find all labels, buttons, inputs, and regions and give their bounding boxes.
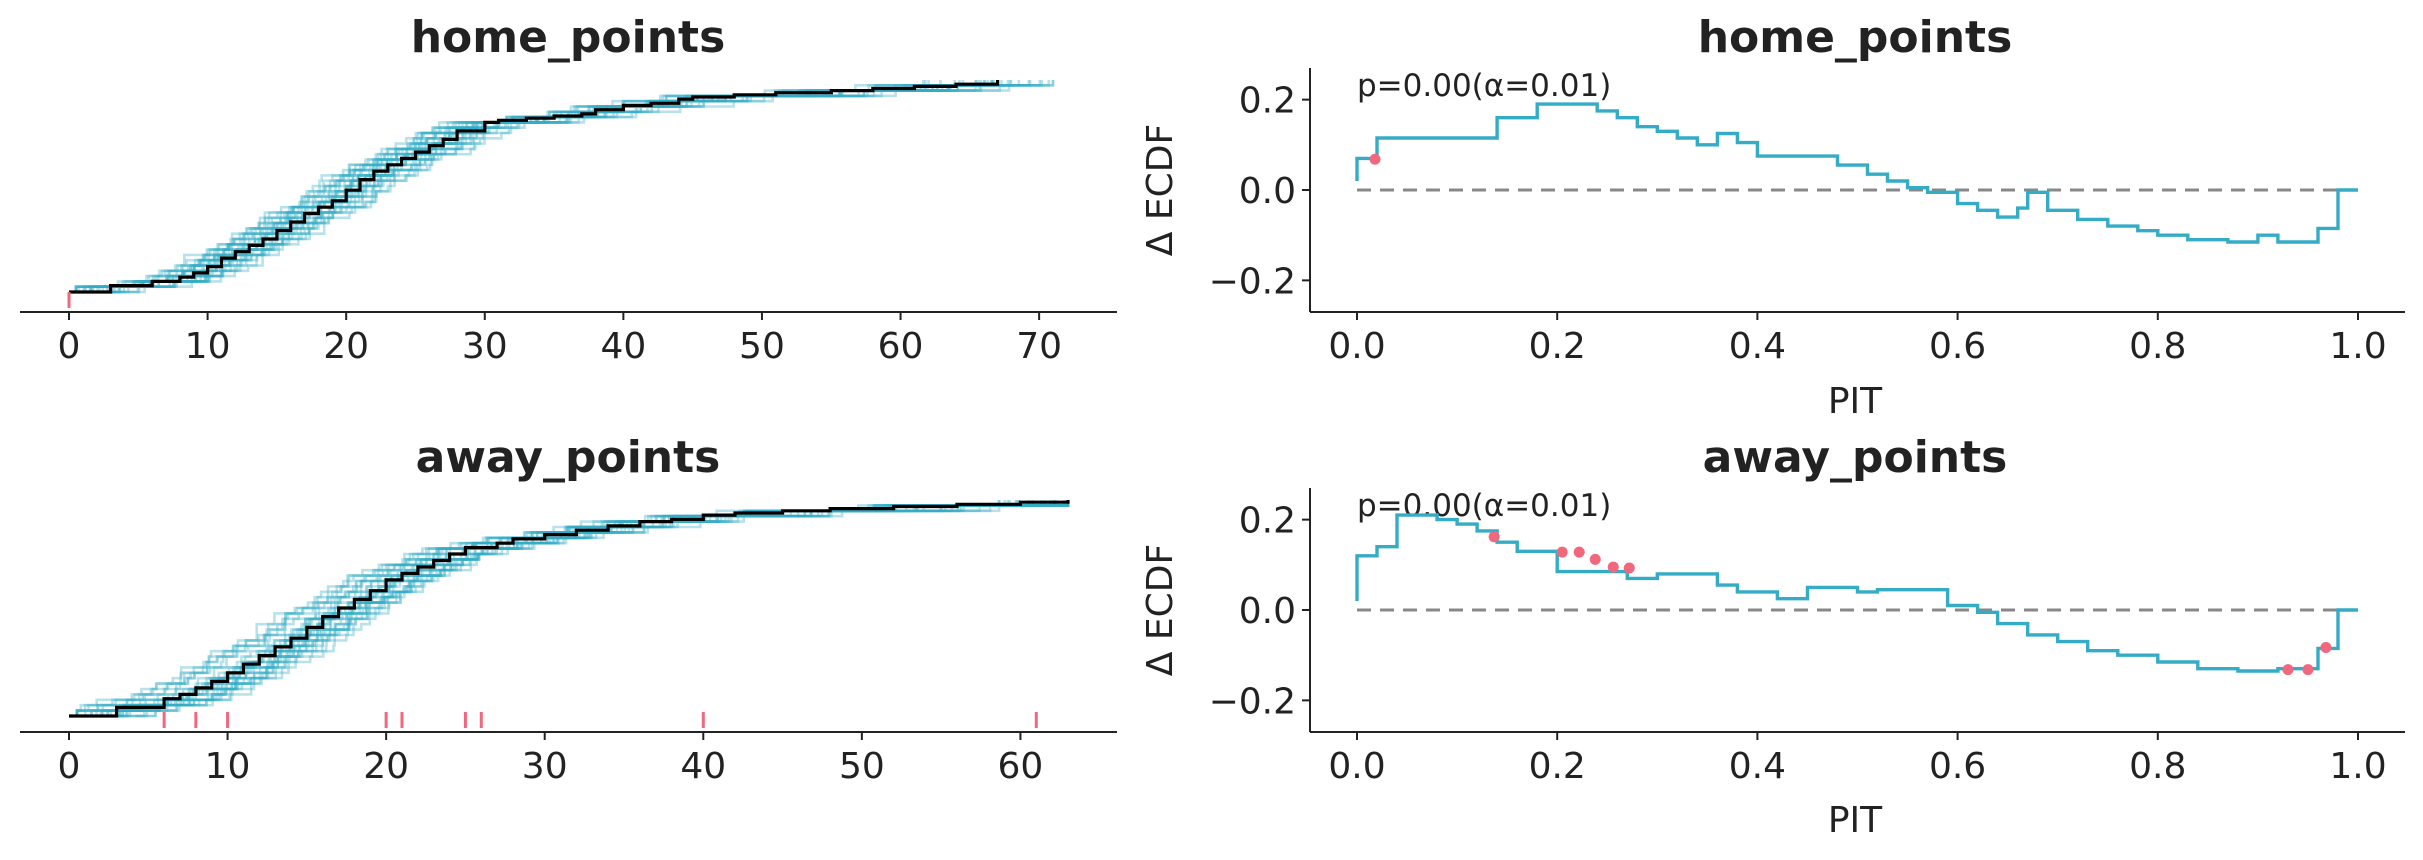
out-of-band-marker [1623,562,1635,574]
x-tick-label: 0.6 [1929,326,1986,367]
predictive-draw-line [103,500,1058,718]
predictive-draw-line [75,500,1056,716]
predictive-draw-line [100,80,1010,294]
x-tick-label: 0.0 [1328,326,1385,367]
y-tick-label: 0.0 [1239,591,1296,632]
predictive-draw-line [118,500,1047,718]
x-tick-label: 30 [522,746,568,787]
x-tick-label: 50 [839,746,885,787]
predictive-draw-line [74,80,986,292]
x-tick-label: 0.6 [1929,746,1986,787]
predictive-draw-line [106,500,1070,718]
y-tick-label: 0.0 [1239,171,1296,212]
out-of-band-marker [1607,561,1619,573]
delta-ecdf-line [1355,102,2358,244]
out-of-band-marker [1573,546,1585,558]
predictive-draw-line [76,500,1007,718]
out-of-band-marker [1556,546,1568,558]
out-of-band-marker [2282,664,2294,676]
predictive-draw-line [91,500,1070,718]
x-axis-label: PIT [1828,381,1883,422]
y-axis-label: Δ ECDF [1140,544,1181,676]
chart-title: home_points [411,12,726,63]
predictive-draw-line [74,80,1013,292]
x-tick-label: 0 [58,746,81,787]
predictive-draw-line [109,80,1032,294]
y-axis-label: Δ ECDF [1140,124,1181,256]
predictive-draw-line [75,80,983,294]
x-tick-label: 1.0 [2329,326,2386,367]
predictive-draw-line [75,80,925,294]
x-tick-label: 10 [205,746,251,787]
posterior-predictive-draws [75,500,1070,718]
observed-ecdf-line [69,80,1000,294]
x-tick-label: 60 [998,746,1044,787]
chart-title: home_points [1698,12,2013,63]
predictive-draw-line [83,80,1055,294]
predictive-draw-line [83,80,1055,294]
x-tick-label: 20 [363,746,409,787]
x-tick-label: 40 [680,746,726,787]
predictive-draw-line [109,80,993,294]
predictive-draw-line [96,500,1018,718]
predictive-draw-line [75,500,1052,716]
panel-home-points-ppc: home_points 0 10 20 30 40 50 60 70 [20,12,1117,367]
chart-title: away_points [1703,432,2008,483]
x-tick-label: 0.8 [2129,326,2186,367]
out-of-band-marker [1589,553,1601,565]
y-tick-label: 0.2 [1239,81,1296,122]
x-tick-label: 0.4 [1729,326,1786,367]
x-tick-label: 1.0 [2329,746,2386,787]
predictive-draw-line [109,500,1070,718]
chart-title: away_points [416,432,721,483]
predictive-draw-line [75,80,1003,294]
delta-ecdf-line [1355,513,2358,673]
predictive-draw-line [76,500,1001,718]
predictive-draw-line [75,500,1070,716]
p-value-annotation: p=0.00(α=0.01) [1357,68,1611,104]
predictive-draw-line [97,500,1070,718]
observed-ecdf-line [69,500,1070,718]
panel-away-points-pit: away_points p=0.00(α=0.01) PIT Δ ECDF 0.… [1140,432,2405,841]
predictive-draw-line [75,500,1056,716]
x-tick-label: 0.4 [1729,746,1786,787]
x-tick-label: 20 [323,326,369,367]
predictive-draw-line [75,500,1031,716]
out-of-band-marker [1488,531,1500,543]
predictive-draw-line [76,500,1070,718]
out-of-band-marker [2302,664,2314,676]
panel-away-points-ppc: away_points 0 10 20 30 40 50 60 [20,432,1117,787]
x-tick-label: 60 [878,326,924,367]
y-tick-label: −0.2 [1209,261,1296,302]
p-value-annotation: p=0.00(α=0.01) [1357,488,1611,524]
out-of-band-marker [2320,642,2332,654]
out-of-band-marker [1369,153,1381,165]
x-tick-label: 10 [185,326,231,367]
x-tick-label: 0.2 [1529,746,1586,787]
y-tick-label: −0.2 [1209,681,1296,722]
x-tick-label: 0.0 [1328,746,1385,787]
predictive-draw-line [74,80,942,292]
x-tick-label: 0.2 [1529,326,1586,367]
x-tick-label: 0.8 [2129,746,2186,787]
x-tick-label: 50 [739,326,785,367]
x-tick-label: 70 [1016,326,1062,367]
predictive-draw-line [75,80,1042,294]
predictive-draw-line [82,500,1070,718]
x-tick-label: 40 [600,326,646,367]
panel-home-points-pit: home_points p=0.00(α=0.01) PIT Δ ECDF 0.… [1140,12,2405,422]
x-tick-label: 30 [462,326,508,367]
x-tick-label: 0 [58,326,81,367]
x-axis-label: PIT [1828,800,1883,841]
predictive-draw-line [83,500,1070,718]
y-tick-label: 0.2 [1239,501,1296,542]
